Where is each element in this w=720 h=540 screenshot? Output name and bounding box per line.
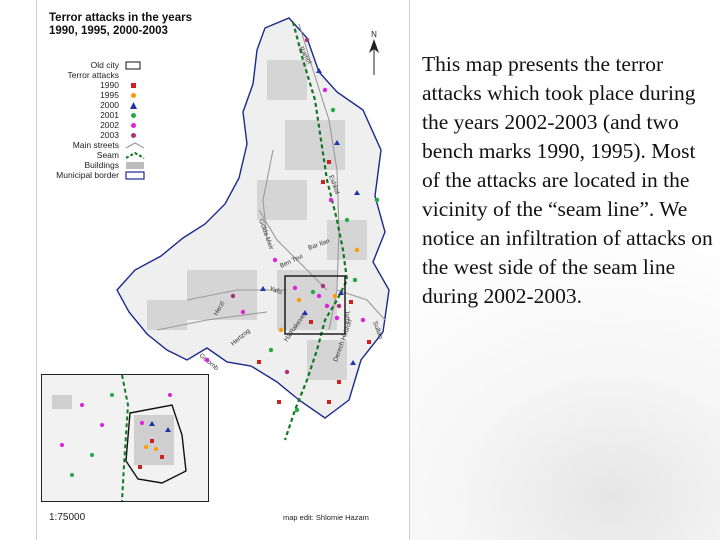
inset-old-city-border bbox=[125, 404, 187, 484]
attack-markers-2002 bbox=[204, 87, 366, 363]
north-label: N bbox=[371, 30, 377, 39]
legend-municipal-border: Municipal border bbox=[51, 170, 181, 180]
map-canvas: Ramot Eshkol Golda Meir Bar Ilan Ben Tsv… bbox=[116, 17, 390, 441]
street-line-icon bbox=[125, 142, 145, 149]
dot-marker-icon bbox=[131, 133, 136, 138]
triangle-marker-icon bbox=[130, 102, 137, 109]
north-arrow: N bbox=[365, 30, 383, 77]
map-title-line2: 1990, 1995, 2000-2003 bbox=[49, 25, 168, 37]
legend-year-1990: 1990 bbox=[51, 80, 181, 90]
border-box-icon bbox=[125, 171, 145, 180]
main-streets bbox=[156, 23, 386, 331]
legend-main-streets: Main streets bbox=[51, 140, 181, 150]
map-legend: Old city Terror attacks 1990 1995 2000 2… bbox=[51, 60, 181, 180]
svg-text:Jaffa: Jaffa bbox=[343, 310, 350, 324]
svg-text:Yafo: Yafo bbox=[268, 285, 283, 296]
map-credit: map edit: Shlomie Hazam bbox=[283, 513, 369, 522]
legend-terror-attacks: Terror attacks bbox=[67, 70, 120, 80]
map-title-line1: Terror attacks in the years bbox=[49, 12, 192, 24]
inset-canvas bbox=[42, 375, 208, 501]
legend-old-city: Old city bbox=[51, 60, 181, 70]
attack-markers-2003 bbox=[230, 37, 342, 375]
attack-markers-1995 bbox=[278, 247, 360, 333]
building-areas bbox=[147, 60, 367, 380]
legend-year-1995: 1995 bbox=[51, 90, 181, 100]
seam-line bbox=[283, 21, 349, 441]
dot-marker-icon bbox=[131, 123, 136, 128]
seam-line-icon bbox=[125, 151, 145, 159]
description-text: This map presents the terror attacks whi… bbox=[422, 52, 713, 308]
attack-markers-2000 bbox=[260, 68, 360, 365]
map-panel: Ramot Eshkol Golda Meir Bar Ilan Ben Tsv… bbox=[36, 0, 410, 540]
map-title: Terror attacks in the years 1990, 1995, … bbox=[49, 12, 192, 38]
legend-buildings: Buildings bbox=[51, 160, 181, 170]
old-city-symbol bbox=[125, 61, 141, 70]
legend-year-2002: 2002 bbox=[51, 120, 181, 130]
square-marker-icon bbox=[131, 83, 136, 88]
attack-markers-2001 bbox=[268, 107, 380, 413]
legend-seam: Seam bbox=[51, 150, 181, 160]
map-scale: 1:75000 bbox=[49, 512, 86, 523]
legend-year-2001: 2001 bbox=[51, 110, 181, 120]
old-city-inset-map bbox=[41, 374, 209, 502]
legend-year-2000: 2000 bbox=[51, 100, 181, 110]
old-city-box bbox=[284, 275, 346, 335]
attack-markers-1990 bbox=[257, 160, 371, 404]
north-arrow-icon bbox=[369, 39, 379, 75]
dot-marker-icon bbox=[131, 113, 136, 118]
legend-year-2003: 2003 bbox=[51, 130, 181, 140]
dot-marker-icon bbox=[131, 93, 136, 98]
building-fill-icon bbox=[126, 162, 144, 169]
